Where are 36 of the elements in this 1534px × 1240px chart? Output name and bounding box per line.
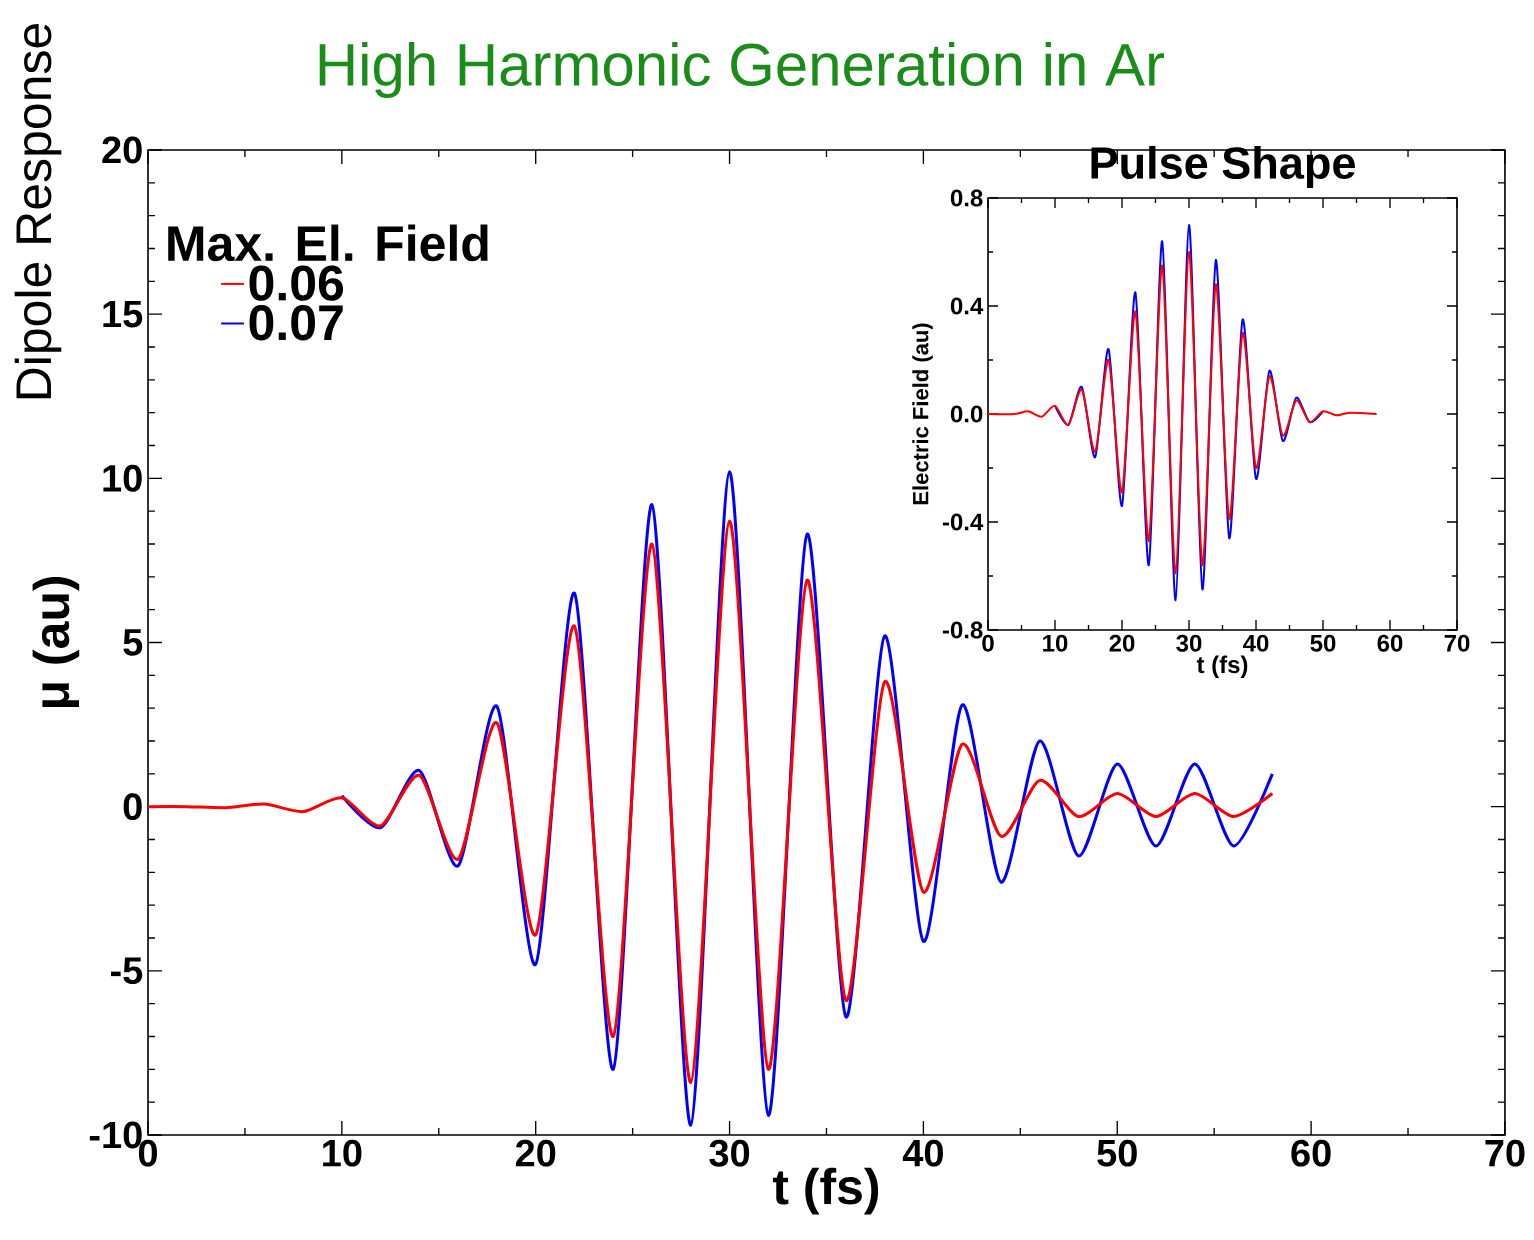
y-tick-label: 0.4 [950,297,984,315]
x-tick-label: 20 [515,1139,556,1167]
y-tick-label: 0 [123,793,142,821]
y-tick-label: 10 [103,464,142,492]
y-tick-label: 0.0 [950,405,983,423]
x-tick-label: 30 [709,1139,750,1167]
y-axis-title: μ (au) [32,576,80,708]
x-tick-label: 70 [1485,1139,1525,1167]
x-tick-label: 50 [1097,1139,1137,1167]
y-tick-label: -0.4 [942,513,984,531]
legend-title: Max. El. Field [168,224,488,262]
x-tick-label: 40 [902,1139,943,1167]
y-tick-label: -5 [110,957,143,985]
x-tick-label: 70 [1444,634,1470,652]
x-tick-label: 20 [1109,634,1135,652]
text: Dipole Response [14,23,62,399]
x-tick-label: 30 [1176,634,1202,652]
y-tick-label: -0.8 [942,621,983,639]
x-tick-label: 10 [1043,634,1068,652]
y-axis-title: Electric Field (au) [912,323,933,505]
chart-title: High Harmonic Generation in Ar [319,42,1165,98]
y-tick-label: 5 [123,629,143,656]
x-tick-label: 40 [1243,634,1269,652]
chart-title: Pulse Shape [1091,145,1355,188]
legend-label: 0.07 [249,305,343,341]
x-tick-label: 60 [1291,1139,1331,1167]
x-tick-label: 10 [323,1139,362,1167]
legend-label: 0.06 [249,265,344,301]
x-axis-title: t (fs) [1196,655,1248,678]
x-axis-title: t (fs) [772,1167,879,1215]
y-tick-label: 20 [102,136,142,164]
x-tick-label: 60 [1377,634,1403,652]
line-series [988,250,1378,575]
y-tick-label: 0.8 [950,189,983,207]
x-tick-label: 50 [1310,634,1336,652]
y-tick-label: 15 [103,300,143,328]
